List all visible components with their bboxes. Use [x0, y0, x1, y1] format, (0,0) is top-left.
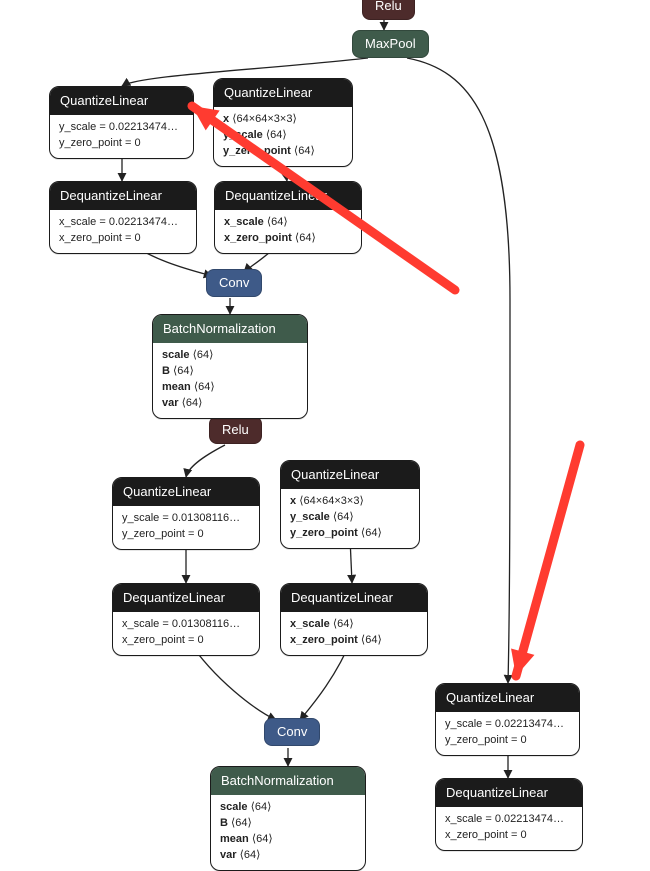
node-body: scale ⟨64⟩ B ⟨64⟩ mean ⟨64⟩ var ⟨64⟩ — [153, 343, 307, 418]
node-header: BatchNormalization — [153, 315, 307, 343]
node-header: QuantizeLinear — [50, 87, 193, 115]
node-header: DequantizeLinear — [281, 584, 427, 612]
node-body: y_scale = 0.01308116… y_zero_point = 0 — [113, 506, 259, 549]
node-header: DequantizeLinear — [215, 182, 361, 210]
node-body: scale ⟨64⟩ B ⟨64⟩ mean ⟨64⟩ var ⟨64⟩ — [211, 795, 365, 870]
node-body: x_scale ⟨64⟩ x_zero_point ⟨64⟩ — [281, 612, 427, 655]
quantize-linear-node: QuantizeLinear x ⟨64×64×3×3⟩ y_scale ⟨64… — [280, 460, 420, 549]
diagram-stage: Relu MaxPool Conv Relu Conv BatchNormali… — [0, 0, 650, 861]
node-body: x_scale = 0.02213474… x_zero_point = 0 — [50, 210, 196, 253]
quantize-linear-node: QuantizeLinear y_scale = 0.02213474… y_z… — [49, 86, 194, 159]
batchnorm-node: BatchNormalization scale ⟨64⟩ B ⟨64⟩ mea… — [152, 314, 308, 419]
node-header: QuantizeLinear — [436, 684, 579, 712]
node-header: QuantizeLinear — [281, 461, 419, 489]
node-header: DequantizeLinear — [436, 779, 582, 807]
dequantize-linear-node: DequantizeLinear x_scale ⟨64⟩ x_zero_poi… — [280, 583, 428, 656]
relu-node: Relu — [209, 416, 262, 444]
node-body: y_scale = 0.02213474… y_zero_point = 0 — [50, 115, 193, 158]
conv-node: Conv — [264, 718, 320, 746]
node-header: DequantizeLinear — [113, 584, 259, 612]
node-header: QuantizeLinear — [113, 478, 259, 506]
node-body: y_scale = 0.02213474… y_zero_point = 0 — [436, 712, 579, 755]
quantize-linear-node: QuantizeLinear y_scale = 0.01308116… y_z… — [112, 477, 260, 550]
node-body: x ⟨64×64×3×3⟩ y_scale ⟨64⟩ y_zero_point … — [214, 107, 352, 166]
dequantize-linear-node: DequantizeLinear x_scale ⟨64⟩ x_zero_poi… — [214, 181, 362, 254]
node-body: x_scale = 0.01308116… x_zero_point = 0 — [113, 612, 259, 655]
batchnorm-node: BatchNormalization scale ⟨64⟩ B ⟨64⟩ mea… — [210, 766, 366, 871]
dequantize-linear-node: DequantizeLinear x_scale = 0.02213474… x… — [435, 778, 583, 851]
dequantize-linear-node: DequantizeLinear x_scale = 0.01308116… x… — [112, 583, 260, 656]
quantize-linear-node: QuantizeLinear x ⟨64×64×3×3⟩ y_scale ⟨64… — [213, 78, 353, 167]
node-header: BatchNormalization — [211, 767, 365, 795]
relu-node: Relu — [362, 0, 415, 20]
node-body: x ⟨64×64×3×3⟩ y_scale ⟨64⟩ y_zero_point … — [281, 489, 419, 548]
dequantize-linear-node: DequantizeLinear x_scale = 0.02213474… x… — [49, 181, 197, 254]
node-header: DequantizeLinear — [50, 182, 196, 210]
quantize-linear-node: QuantizeLinear y_scale = 0.02213474… y_z… — [435, 683, 580, 756]
node-body: x_scale = 0.02213474… x_zero_point = 0 — [436, 807, 582, 850]
maxpool-node: MaxPool — [352, 30, 429, 58]
node-header: QuantizeLinear — [214, 79, 352, 107]
conv-node: Conv — [206, 269, 262, 297]
node-body: x_scale ⟨64⟩ x_zero_point ⟨64⟩ — [215, 210, 361, 253]
